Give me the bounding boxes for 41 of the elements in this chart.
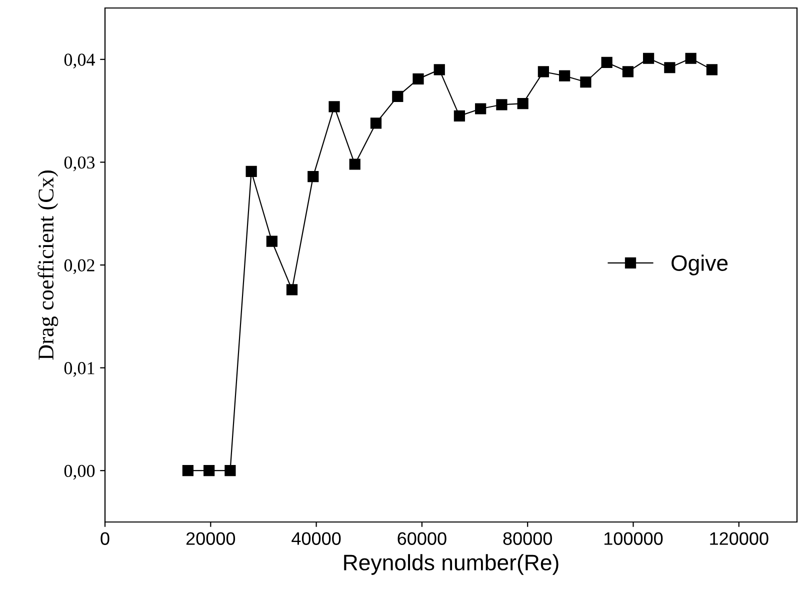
x-tick-label: 60000 — [398, 532, 446, 545]
x-tick-label: 100000 — [604, 532, 663, 545]
y-axis-title: Drag coefficient (Cx) — [38, 170, 58, 360]
point — [392, 90, 404, 102]
x-tick-label: 120000 — [710, 532, 768, 545]
point — [246, 166, 257, 178]
y-tick-label: 0,04 — [64, 54, 95, 68]
y-tick-label: 0,01 — [64, 362, 94, 377]
point — [706, 64, 718, 76]
legend-label: Ogive — [672, 254, 728, 276]
point — [622, 66, 634, 78]
point — [434, 64, 445, 76]
point — [349, 158, 360, 170]
point — [224, 465, 236, 476]
x-tick-label: 40000 — [292, 532, 341, 545]
point — [685, 52, 696, 64]
x-tick-label: 0 — [100, 532, 110, 545]
x-tick-label: 20000 — [186, 532, 236, 545]
y-tick-label: 0,00 — [64, 464, 95, 480]
point — [328, 101, 340, 112]
point — [538, 66, 549, 78]
point — [370, 118, 382, 129]
point — [664, 62, 676, 74]
y-tick-label: 0,03 — [64, 156, 95, 172]
point — [496, 99, 508, 110]
point — [517, 98, 528, 110]
point — [601, 56, 612, 68]
point — [643, 52, 654, 64]
point — [559, 70, 570, 82]
point — [266, 236, 278, 247]
point — [182, 465, 194, 476]
point — [580, 76, 592, 88]
point — [454, 110, 466, 122]
point — [286, 284, 298, 296]
x-axis-title: Reynolds number(Re) — [344, 554, 558, 575]
y-tick-label: 0,02 — [64, 259, 94, 274]
point — [412, 73, 424, 84]
point — [308, 171, 319, 182]
point — [475, 103, 486, 114]
x-tick-label: 80000 — [503, 532, 552, 545]
point — [204, 465, 215, 476]
